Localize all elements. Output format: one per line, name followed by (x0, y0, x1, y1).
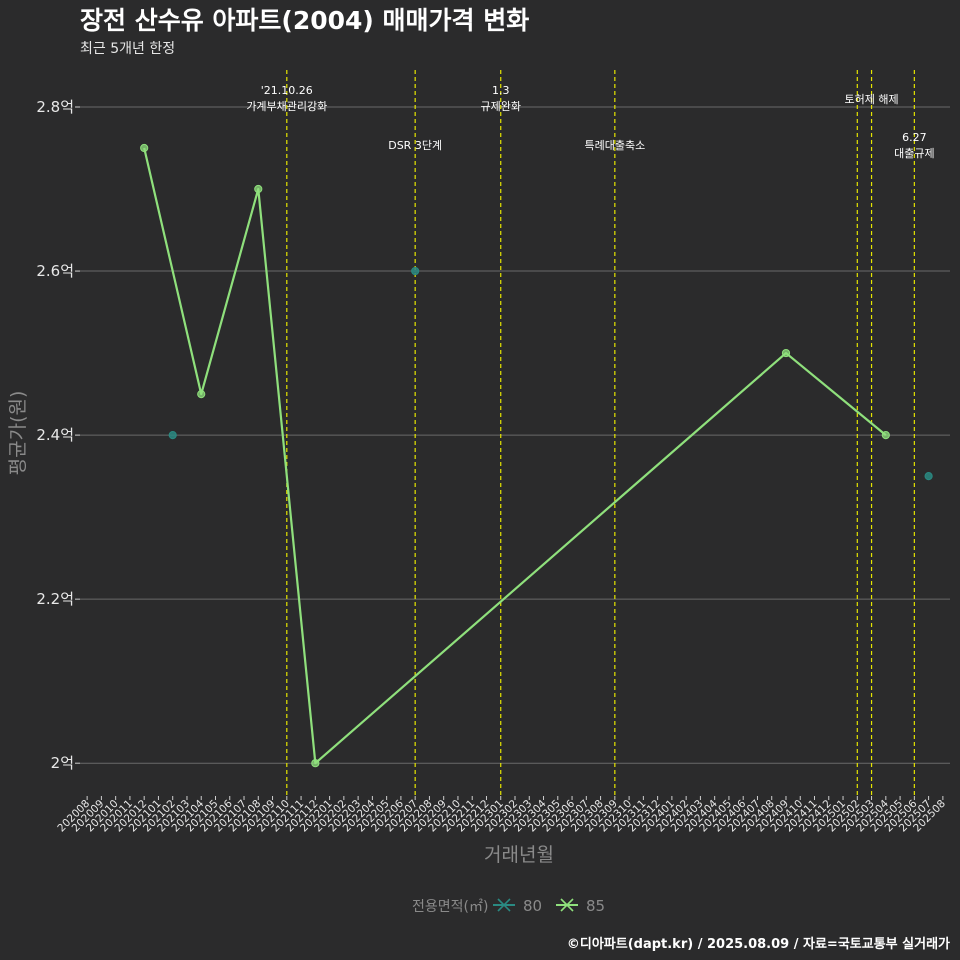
event-annotation: 특례대출축소 (584, 139, 645, 152)
x-tick-labels: 2020082020092020102020112020122021012021… (55, 797, 948, 834)
y-tick-label: 2억 (51, 754, 74, 772)
data-point-85 (197, 389, 206, 399)
data-point-80 (168, 431, 177, 440)
event-annotation: 1.3 (492, 84, 510, 97)
data-point-80 (411, 266, 420, 276)
legend: 전용면적(㎡) 80 85 (412, 897, 605, 915)
legend-key-cross (497, 898, 511, 912)
data-point-85 (254, 184, 263, 194)
y-tick-label: 2.2억 (36, 590, 74, 608)
chart-subtitle: 최근 5개년 한정 (80, 41, 175, 57)
series-line-85 (143, 147, 887, 765)
event-annotation: '21.10.26 (261, 84, 313, 97)
data-point-85 (140, 143, 149, 153)
y-tick-label: 2.6억 (36, 262, 74, 280)
gridlines (75, 106, 950, 800)
y-tick-label: 2.8억 (36, 98, 74, 116)
caption: ©디아파트(dapt.kr) / 2025.08.09 / 자료=국토교통부 실… (567, 936, 950, 952)
event-annotation: 규제완화 (480, 100, 520, 113)
data-point-85 (881, 431, 890, 440)
legend-title: 전용면적(㎡) (412, 899, 488, 915)
chart-title: 장전 산수유 아파트(2004) 매매가격 변화 (80, 6, 529, 35)
event-annotation: DSR 3단계 (388, 139, 442, 152)
y-axis-title: 평균가(원) (7, 391, 29, 476)
event-annotation: 가계부채관리강화 (246, 100, 327, 113)
event-annotation: 대출규제 (894, 147, 934, 160)
data-point-85 (781, 348, 791, 358)
data-point-80 (924, 472, 933, 481)
data-point-85 (311, 759, 320, 768)
y-tick-label: 2.4억 (36, 426, 74, 444)
event-annotation: 토허제 해제 (845, 92, 899, 106)
legend-key-cross (560, 898, 574, 912)
legend-label-85: 85 (586, 897, 605, 915)
y-tick-labels: 2억 2.2억 2.4억 2.6억 2.8억 (36, 98, 74, 772)
event-annotation: 6.27 (902, 131, 927, 144)
series (140, 143, 933, 768)
x-axis-title: 거래년월 (484, 844, 554, 866)
legend-label-80: 80 (523, 897, 542, 915)
